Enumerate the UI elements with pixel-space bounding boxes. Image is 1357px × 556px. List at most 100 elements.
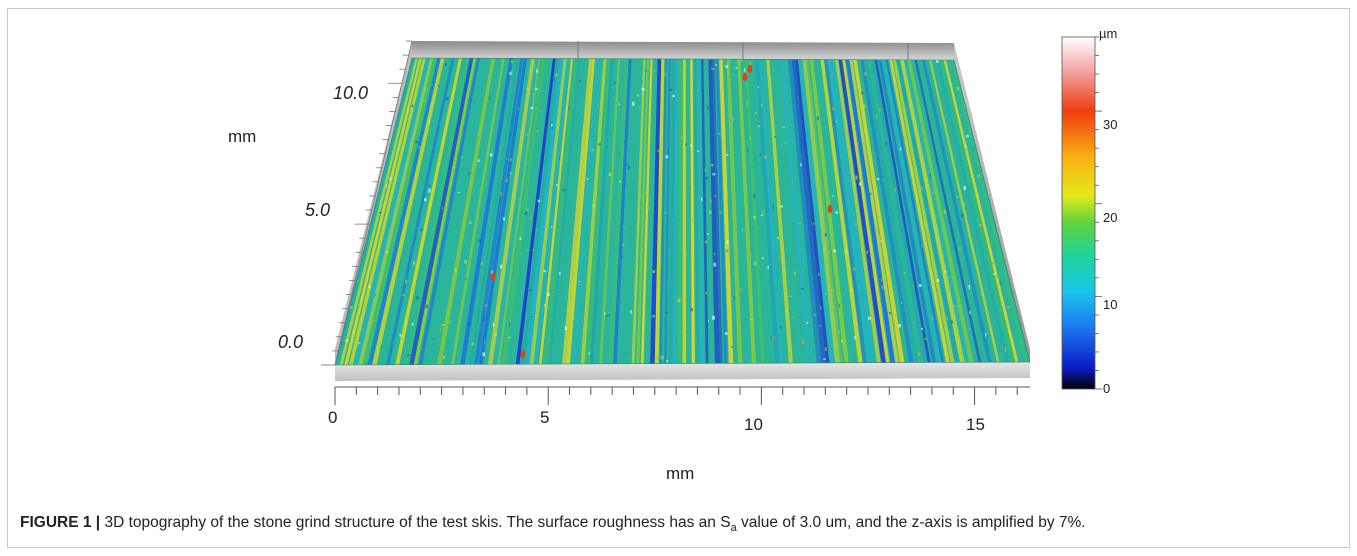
y-axis-tick-label-0: 0.0 <box>278 332 303 352</box>
surface-speckle <box>777 237 779 240</box>
surface-speckle <box>509 172 513 175</box>
groove-stripe <box>335 58 414 365</box>
surface-speckle <box>963 202 965 206</box>
surface-speckle <box>885 142 888 145</box>
surface-speckle <box>920 186 923 191</box>
surface-speckle <box>968 328 972 331</box>
groove-stripe <box>450 58 505 365</box>
surface-speckle <box>676 216 679 218</box>
x-axis-tick-label-5: 5 <box>540 408 549 427</box>
surface-speckle <box>604 312 606 316</box>
surface-speckle <box>785 142 788 144</box>
groove-stripe <box>626 58 642 365</box>
surface-speckle <box>863 113 865 115</box>
surface-speckle <box>535 69 538 73</box>
surface-speckle <box>921 327 923 330</box>
surface-speckle <box>858 182 862 186</box>
surface-speckle <box>439 327 442 332</box>
surface-speckle <box>349 306 353 309</box>
surface-speckle <box>380 346 382 349</box>
surface-speckle <box>665 155 669 159</box>
surface-speckle <box>438 123 441 125</box>
groove-stripe <box>557 58 590 365</box>
groove-stripe <box>483 58 532 365</box>
surface-speckle <box>568 359 570 362</box>
surface-speckle <box>812 222 815 225</box>
surface-speckle <box>713 253 716 256</box>
groove-stripe <box>729 58 747 365</box>
groove-stripe <box>501 58 546 365</box>
groove-stripe <box>492 58 537 365</box>
surface-speckle <box>524 211 528 215</box>
surface-speckle <box>500 264 503 269</box>
groove-stripe <box>784 58 817 365</box>
surface-speckle <box>757 228 759 231</box>
surface-speckle <box>870 254 873 257</box>
surface-speckle <box>529 217 533 219</box>
surface-speckle <box>904 135 908 139</box>
surface-speckle <box>774 136 777 138</box>
groove-stripe <box>497 58 541 365</box>
surface-speckle <box>871 275 873 277</box>
surface-speckle <box>762 210 765 215</box>
surface-speckle <box>963 186 967 190</box>
surface-speckle <box>726 240 729 244</box>
surface-speckle <box>454 67 456 69</box>
surface-speckle <box>425 304 428 309</box>
groove-stripe <box>358 58 434 365</box>
surface-speckle <box>877 214 879 219</box>
surface-speckle <box>468 322 471 326</box>
surface-speckle <box>917 352 920 356</box>
surface-speckle <box>424 198 427 202</box>
surface-speckle <box>412 288 414 291</box>
surface-speckle <box>773 68 775 71</box>
surface-speckle <box>715 64 718 66</box>
surface-speckle <box>860 178 864 182</box>
groove-stripe <box>585 58 611 365</box>
groove-stripe <box>348 58 426 365</box>
groove-stripe <box>896 58 960 365</box>
surface-speckle <box>509 175 512 178</box>
surface-speckle <box>357 341 361 345</box>
groove-stripe <box>538 58 574 365</box>
surface-speckle <box>819 306 822 310</box>
groove-stripe <box>594 58 618 365</box>
surface-speckle <box>517 107 520 110</box>
groove-stripe <box>744 58 765 365</box>
surface-speckle <box>509 71 512 75</box>
groove-stripe <box>701 58 709 365</box>
surface-speckle <box>1007 306 1010 309</box>
surface-speckle <box>639 309 641 311</box>
surface-speckle <box>592 204 595 207</box>
surface-speckle <box>411 323 414 326</box>
surface-speckle <box>863 72 867 76</box>
surface-speckle <box>371 318 375 323</box>
groove-stripe <box>805 58 843 365</box>
surface-speckle <box>484 304 488 307</box>
groove-stripe <box>464 58 516 365</box>
surface-speckle <box>714 175 717 178</box>
surface-speckle <box>995 274 998 278</box>
surface-speckle <box>726 249 729 252</box>
groove-stripe <box>932 58 1006 365</box>
groove-stripe <box>719 58 734 365</box>
surface-speckle <box>482 318 485 322</box>
groove-stripe <box>659 58 667 365</box>
surface-speckle <box>539 110 543 112</box>
surface-speckle <box>638 106 641 109</box>
colorbar-tick-label-10: 10 <box>1103 297 1117 312</box>
groove-stripe <box>367 58 441 365</box>
groove-stripe <box>762 58 788 365</box>
surface-speckle <box>779 256 782 259</box>
groove-stripe <box>856 58 910 365</box>
groove-stripe <box>878 58 937 365</box>
surface-speckle <box>705 240 707 244</box>
surface-speckle <box>508 162 511 164</box>
surface-speckle <box>646 205 650 209</box>
surface-speckle <box>743 68 746 72</box>
surface-speckle <box>399 334 402 337</box>
surface-speckle <box>981 293 983 296</box>
surface-speckle <box>665 311 669 313</box>
surface-speckle <box>430 84 433 86</box>
surface-speckle <box>385 251 388 253</box>
